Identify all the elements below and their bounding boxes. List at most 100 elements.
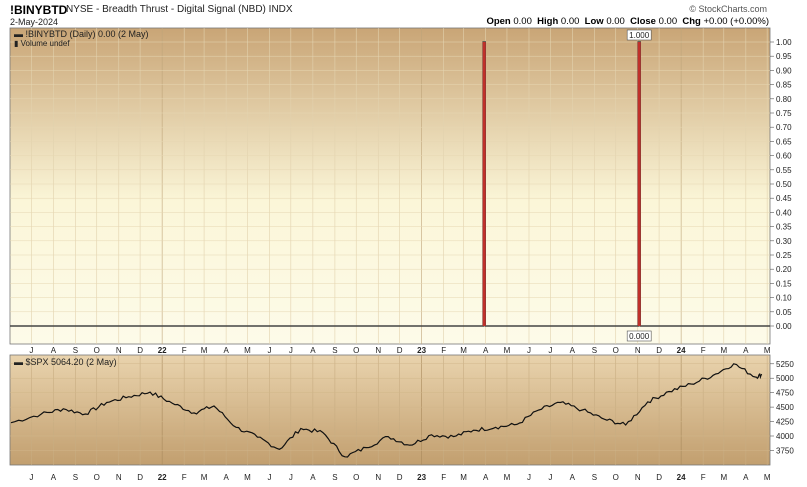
chart-date: 2-May-2024 <box>10 17 59 27</box>
nbd-y-tick-label: 0.30 <box>776 237 792 246</box>
x-tick-label: A <box>223 473 229 482</box>
x-tick-label: F <box>441 346 446 355</box>
x-tick-label: A <box>483 473 489 482</box>
nbd-panel: 1.00 0.95 0.90 0.85 0.80 0.75 0.70 0.65 0.60 0.55… <box>9 27 792 345</box>
x-tick-label: J <box>527 473 531 482</box>
x-tick-label: J <box>267 346 271 355</box>
x-tick-label: N <box>116 473 122 482</box>
chg-label: Chg <box>682 16 701 27</box>
spx-panel-background <box>9 354 771 466</box>
x-tick-label: M <box>201 473 208 482</box>
x-tick-label: D <box>137 473 143 482</box>
nbd-panel-background <box>9 27 771 345</box>
x-tick-label: M <box>244 473 251 482</box>
x-tick-label: O <box>94 346 100 355</box>
value-annotation-box <box>626 29 652 41</box>
close-value: 0.00 <box>658 16 678 27</box>
nbd-y-tick-label: 0.50 <box>776 180 792 189</box>
nbd-legend: ▬ !BINYBTD (Daily) 0.00 (2 May) <box>14 29 149 39</box>
x-tick-label: D <box>656 346 662 355</box>
x-tick-label: J <box>29 473 33 482</box>
x-tick-label: 24 <box>677 346 686 355</box>
x-tick-label: F <box>182 473 187 482</box>
nbd-y-tick-label: 1.00 <box>776 38 792 47</box>
ohlc-readout: Open 0.00 High 0.00 Low 0.00 Close 0.00 … <box>486 16 769 27</box>
nbd-y-tick-label: 0.95 <box>776 52 792 61</box>
x-tick-label: J <box>289 473 293 482</box>
spx-y-axis: 5250 5000 4750 4500 4250 4000 3750 <box>770 360 794 455</box>
x-tick-label: O <box>94 473 100 482</box>
nbd-y-tick-label: 0.05 <box>776 308 792 317</box>
high-value: 0.00 <box>560 16 580 27</box>
nbd-y-tick-label: 0.80 <box>776 95 792 104</box>
x-tick-label: F <box>182 346 187 355</box>
nbd-y-tick-label: 0.75 <box>776 109 792 118</box>
nbd-y-tick-label: 0.15 <box>776 279 792 288</box>
x-tick-label: M <box>504 346 511 355</box>
spx-y-tick-label: 4750 <box>776 389 794 398</box>
close-label: Close <box>630 16 656 27</box>
nbd-sublegend: ▮ Volume undef <box>14 39 70 48</box>
value-annotation: 0.000 <box>629 332 650 341</box>
x-tick-label: J <box>548 346 552 355</box>
x-tick-label: A <box>51 346 57 355</box>
x-tick-label: A <box>223 346 229 355</box>
open-value: 0.00 <box>513 16 532 27</box>
x-tick-label: O <box>353 346 359 355</box>
brand-text: StockCharts.com <box>698 4 767 14</box>
x-tick-label: S <box>592 473 597 482</box>
nbd-signal-bars <box>482 42 641 326</box>
nbd-y-tick-label: 0.60 <box>776 152 792 161</box>
spx-panel: 5250 5000 4750 4500 4250 4000 3750 ▬ $SPX 5064… <box>9 354 794 466</box>
spx-y-tick-label: 4250 <box>776 418 794 427</box>
spx-price-line <box>10 363 763 458</box>
x-tick-label: A <box>310 473 316 482</box>
x-tick-label: N <box>375 473 381 482</box>
symbol-title: !BINYBTD <box>10 3 68 17</box>
x-tick-label: 22 <box>158 473 167 482</box>
spx-y-tick-label: 4500 <box>776 403 794 412</box>
spx-legend: ▬ $SPX 5064.20 (2 May) <box>14 357 117 367</box>
nbd-signal-bar <box>637 42 641 326</box>
x-tick-label: S <box>332 473 337 482</box>
spx-y-tick-label: 4000 <box>776 432 794 441</box>
high-label: High <box>537 16 559 27</box>
x-tick-label: J <box>289 346 293 355</box>
x-tick-label: D <box>397 346 403 355</box>
x-tick-label: 24 <box>677 473 686 482</box>
x-tick-label: J <box>527 346 531 355</box>
x-tick-label: N <box>635 346 641 355</box>
nbd-grid <box>10 28 770 344</box>
spx-y-tick-label: 3750 <box>776 446 794 455</box>
x-tick-label: N <box>375 346 381 355</box>
x-tick-label: 23 <box>417 346 426 355</box>
x-tick-label: N <box>116 346 122 355</box>
x-tick-label: M <box>460 346 467 355</box>
x-tick-label: S <box>592 346 597 355</box>
exchange-label: INDX <box>268 4 293 15</box>
value-annotation-box <box>626 330 652 342</box>
x-tick-label: F <box>701 346 706 355</box>
nbd-y-tick-label: 0.35 <box>776 223 792 232</box>
chart-header: !BINYBTD NYSE - Breadth Thrust - Digital… <box>0 0 807 28</box>
x-tick-label: D <box>397 473 403 482</box>
x-tick-label: S <box>73 346 78 355</box>
spx-y-tick-label: 5250 <box>776 360 794 369</box>
x-tick-label: A <box>743 346 749 355</box>
x-tick-label: O <box>353 473 359 482</box>
nbd-signal-bar <box>482 42 486 326</box>
x-tick-label: O <box>613 473 619 482</box>
nbd-y-tick-label: 0.40 <box>776 208 792 217</box>
x-tick-label: N <box>635 473 641 482</box>
x-tick-label: A <box>743 473 749 482</box>
nbd-y-tick-label: 0.55 <box>776 166 792 175</box>
x-tick-label: M <box>460 473 467 482</box>
low-value: 0.00 <box>606 16 625 27</box>
x-tick-label: S <box>73 473 78 482</box>
x-axis-top: J A S O N D 22 F M A M J J A S O N D 23 F M A M J J A S O N D 24 F M A M <box>29 346 770 355</box>
nbd-y-axis: 1.00 0.95 0.90 0.85 0.80 0.75 0.70 0.65 0.60 0.55… <box>770 38 792 331</box>
low-label: Low <box>584 16 604 27</box>
brand-link[interactable]: © StockCharts.com <box>689 4 767 14</box>
x-axis-bottom: J A S O N D 22 F M A M J J A S O N D 23 F M A M J J A S O N D 24 F M A M <box>29 473 770 482</box>
